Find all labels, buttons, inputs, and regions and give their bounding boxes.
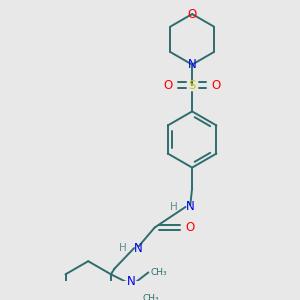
Text: O: O	[212, 79, 221, 92]
Text: O: O	[188, 8, 197, 20]
Text: O: O	[186, 221, 195, 234]
Text: N: N	[134, 242, 143, 255]
Text: CH₃: CH₃	[150, 268, 167, 277]
Text: H: H	[170, 202, 178, 212]
Text: S: S	[188, 79, 196, 92]
Text: O: O	[163, 79, 172, 92]
Text: N: N	[188, 58, 197, 71]
Text: H: H	[119, 243, 127, 253]
Text: N: N	[127, 275, 136, 288]
Text: CH₃: CH₃	[143, 294, 159, 300]
Text: N: N	[186, 200, 194, 213]
